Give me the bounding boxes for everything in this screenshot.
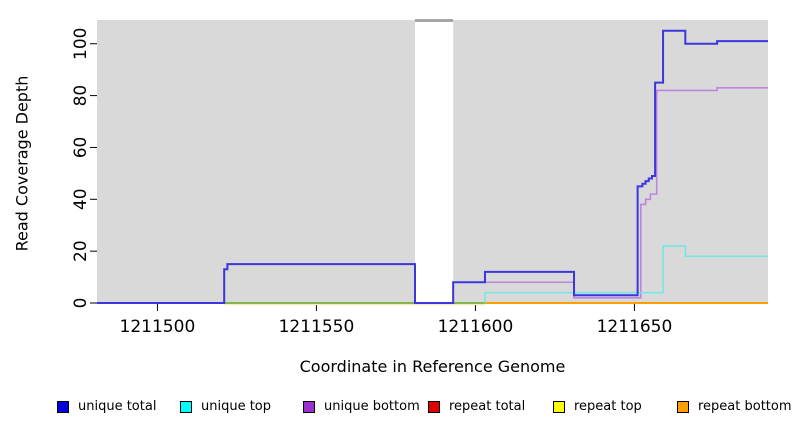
y-tick-label: 20 bbox=[71, 240, 91, 262]
gap-top-cap bbox=[415, 19, 454, 22]
legend-label: repeat bottom bbox=[698, 399, 792, 414]
legend-swatch-unique-bottom bbox=[303, 400, 315, 413]
legend-label: unique bottom bbox=[324, 399, 420, 414]
y-axis-title: Read Coverage Depth bbox=[12, 75, 32, 252]
legend-item-repeat-bottom: repeat bottom bbox=[677, 399, 792, 414]
legend-item-repeat-total: repeat total bbox=[428, 399, 525, 414]
x-tick-label: 1211600 bbox=[438, 317, 514, 337]
legend-item-repeat-top: repeat top bbox=[553, 399, 642, 414]
legend-swatch-repeat-top bbox=[553, 400, 565, 413]
legend-item-unique-bottom: unique bottom bbox=[303, 399, 420, 414]
legend-swatch-repeat-bottom bbox=[677, 400, 689, 413]
gap-region bbox=[415, 19, 454, 305]
legend-label: repeat top bbox=[574, 399, 642, 414]
legend-label: unique total bbox=[78, 399, 157, 414]
legend-item-unique-total: unique total bbox=[57, 399, 156, 414]
series-unique-total bbox=[97, 29, 768, 304]
x-tick-label: 1211650 bbox=[597, 317, 673, 337]
x-tick-label: 1211550 bbox=[279, 317, 355, 337]
y-tick-label: 80 bbox=[71, 85, 91, 107]
legend-swatch-repeat-total bbox=[428, 400, 440, 413]
series-unique-top bbox=[484, 245, 768, 303]
legend-swatch-unique-top bbox=[180, 400, 192, 413]
y-tick-label: 100 bbox=[71, 28, 91, 60]
y-tick-label: 0 bbox=[71, 298, 91, 309]
legend-swatch-unique-total bbox=[57, 400, 69, 413]
x-axis-title: Coordinate in Reference Genome bbox=[299, 357, 566, 376]
legend-label: repeat total bbox=[449, 399, 526, 414]
legend-label: unique top bbox=[201, 399, 272, 414]
legend-item-unique-top: unique top bbox=[180, 399, 271, 414]
x-tick-label: 1211500 bbox=[120, 317, 196, 337]
y-tick-label: 40 bbox=[71, 188, 91, 210]
y-tick-label: 60 bbox=[71, 137, 91, 159]
